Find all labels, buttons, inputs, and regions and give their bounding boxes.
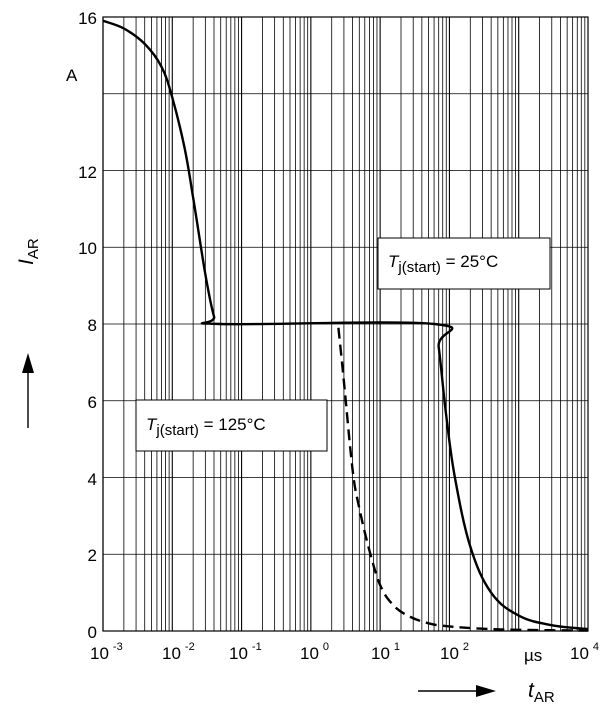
annotation-25c-text: Tj(start) = 25°C bbox=[388, 252, 498, 276]
y-tick-labels: 0 2 4 6 8 10 12 16 bbox=[78, 9, 97, 642]
plot-frame bbox=[102, 16, 589, 632]
x-tick-label: 10 -1 bbox=[229, 641, 262, 663]
y-axis-arrow-head bbox=[22, 353, 34, 373]
annotation-125c-text: Tj(start) = 125°C bbox=[146, 415, 266, 439]
chart-series bbox=[102, 19, 589, 632]
x-tick-label: 10 4 bbox=[570, 641, 599, 663]
x-tick-labels: 10 -3 10 -2 10 -1 10 0 10 1 10 2 10 4 bbox=[90, 641, 599, 663]
x-unit-label: µs bbox=[524, 646, 542, 665]
y-tick-label: 10 bbox=[78, 239, 97, 258]
x-tick-label: 10 1 bbox=[371, 641, 400, 663]
x-axis-arrow-head bbox=[476, 685, 496, 697]
y-tick-label: 6 bbox=[88, 393, 97, 412]
y-tick-label: 0 bbox=[88, 623, 97, 642]
y-unit-label: A bbox=[66, 66, 78, 85]
series-line-25c bbox=[102, 19, 589, 631]
x-tick-label: 10 2 bbox=[440, 641, 469, 663]
series-line-125c bbox=[337, 327, 589, 632]
y-tick-label: 12 bbox=[78, 163, 97, 182]
x-axis-label: tAR bbox=[528, 679, 555, 706]
y-tick-label: 16 bbox=[78, 9, 97, 28]
y-tick-label: 4 bbox=[88, 470, 97, 489]
annotation-25c: Tj(start) = 25°C bbox=[377, 237, 551, 290]
x-tick-label: 10 -2 bbox=[162, 641, 195, 663]
y-tick-label: 8 bbox=[88, 316, 97, 335]
x-tick-label: 10 -3 bbox=[90, 641, 123, 663]
annotation-125c: Tj(start) = 125°C bbox=[135, 399, 328, 452]
y-axis-label: IAR bbox=[15, 238, 42, 265]
x-tick-label: 10 0 bbox=[300, 641, 329, 663]
y-tick-label: 2 bbox=[88, 546, 97, 565]
